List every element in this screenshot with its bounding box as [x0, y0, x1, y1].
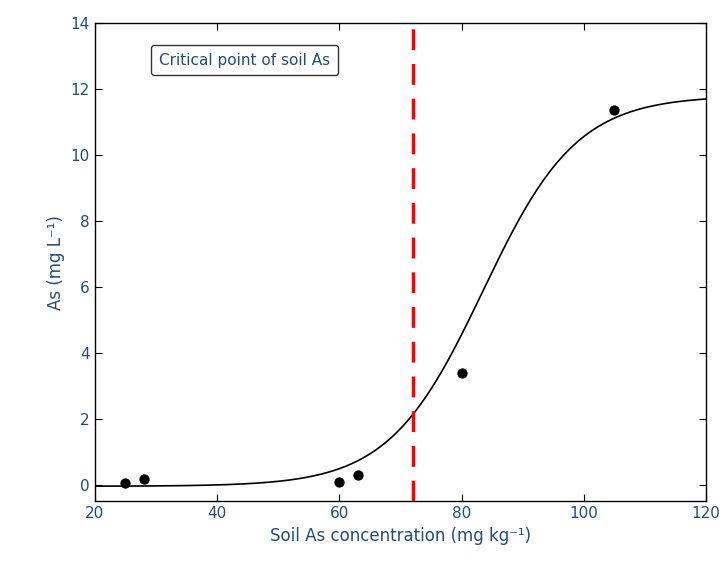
Point	[352, 471, 363, 480]
X-axis label: Soil As concentration (mg kg⁻¹): Soil As concentration (mg kg⁻¹)	[270, 526, 531, 544]
Point	[119, 479, 131, 488]
Point	[456, 368, 467, 377]
Legend: Critical point of soil As: Critical point of soil As	[151, 45, 338, 75]
Point	[333, 478, 345, 487]
Point	[609, 106, 620, 115]
Point	[138, 474, 149, 483]
Y-axis label: As (mg L⁻¹): As (mg L⁻¹)	[47, 215, 65, 309]
